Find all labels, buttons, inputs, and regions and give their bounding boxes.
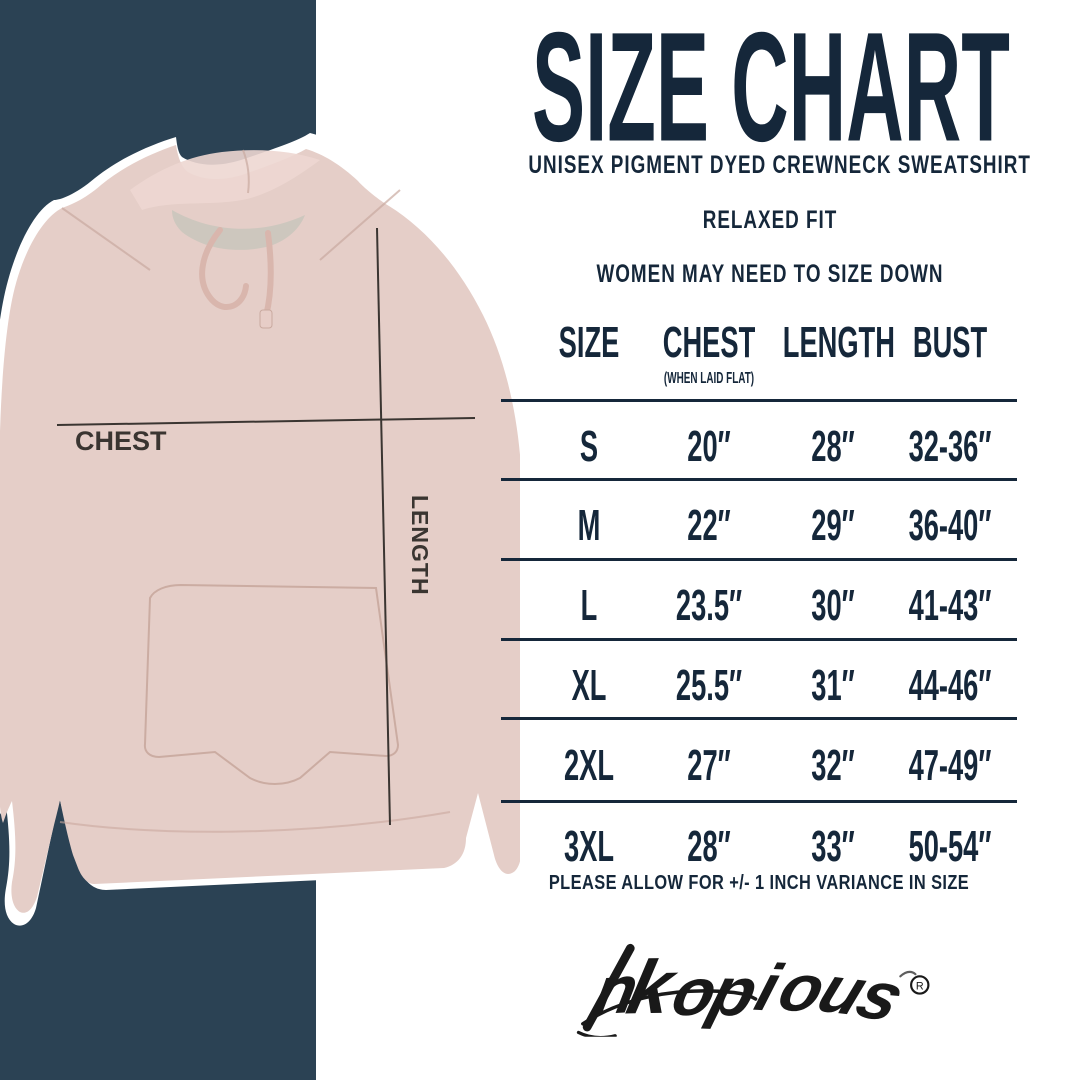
svg-text:CHEST: CHEST xyxy=(75,426,167,456)
svg-text:LENGTH: LENGTH xyxy=(407,495,433,596)
svg-text:R: R xyxy=(916,980,924,992)
